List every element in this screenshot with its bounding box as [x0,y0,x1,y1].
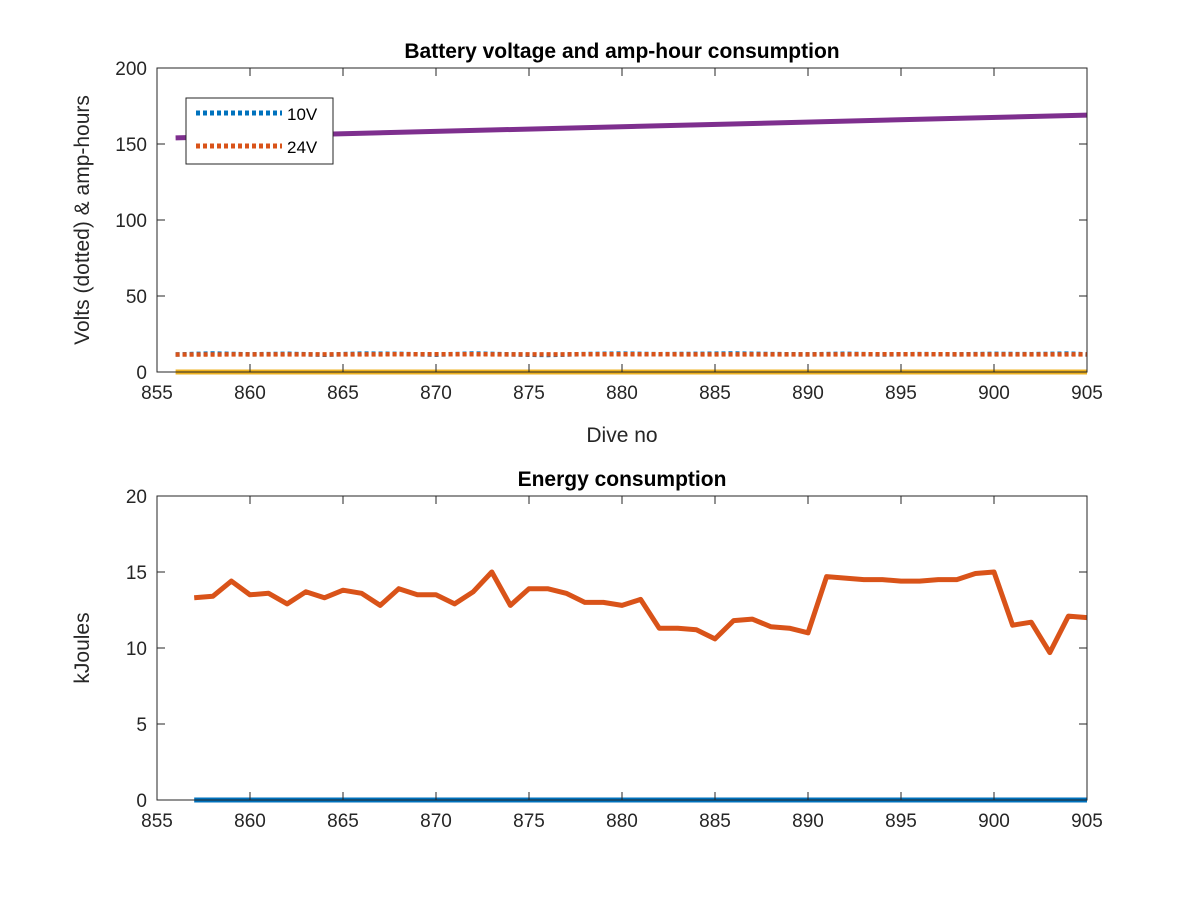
x-tick-label: 885 [699,811,731,832]
y-tick-label: 15 [126,563,147,584]
y-tick-label: 150 [115,135,147,156]
energy-chart-panel: 855 860 865 870 875 880 885 890 895 900 905 0 5 10 15 2… [71,468,1103,832]
x-tick-label: 880 [606,811,638,832]
y-axis-label: Volts (dotted) & amp-hours [71,95,94,345]
x-tick-label: 860 [234,811,266,832]
x-tick-label: 900 [978,383,1010,404]
voltage-chart-panel: 855 860 865 870 875 880 885 890 895 900 905 0 50 100 1… [71,40,1103,447]
y-tick-label: 5 [136,715,147,736]
y-tick-label: 200 [115,59,147,80]
x-tick-label: 890 [792,383,824,404]
y-tick-label: 100 [115,211,147,232]
chart-title: Battery voltage and amp-hour consumption [404,40,839,63]
axis-ticks: 855 860 865 870 875 880 885 890 895 900 905 0 5 10 15 2… [126,487,1103,832]
x-tick-label: 875 [513,811,545,832]
x-tick-label: 885 [699,383,731,404]
x-axis-label: Dive no [586,424,657,447]
x-tick-label: 895 [885,811,917,832]
legend-box [185,97,334,165]
x-tick-label: 870 [420,811,452,832]
y-axis-label: kJoules [71,612,94,683]
plot-area-background [157,496,1087,800]
x-tick-label: 855 [141,811,173,832]
axis-ticks: 855 860 865 870 875 880 885 890 895 900 905 0 50 100 1… [115,59,1103,404]
y-tick-label: 0 [136,791,147,812]
legend: 10V 24V [185,97,334,165]
legend-entry-24v: 24V [287,138,318,157]
x-tick-label: 875 [513,383,545,404]
series-line-line-0 [193,569,1088,656]
x-tick-label: 900 [978,811,1010,832]
x-tick-label: 870 [420,383,452,404]
x-tick-label: 855 [141,383,173,404]
x-tick-label: 905 [1071,383,1103,404]
x-tick-label: 895 [885,383,917,404]
x-tick-label: 865 [327,383,359,404]
x-tick-label: 880 [606,383,638,404]
legend-entry-10v: 10V [287,105,318,124]
y-tick-label: 50 [126,287,147,308]
y-tick-label: 10 [126,639,147,660]
x-tick-label: 860 [234,383,266,404]
y-tick-label: 0 [136,363,147,384]
chart-title: Energy consumption [518,468,727,491]
x-tick-label: 905 [1071,811,1103,832]
x-tick-label: 890 [792,811,824,832]
x-tick-label: 865 [327,811,359,832]
y-tick-label: 20 [126,487,147,508]
